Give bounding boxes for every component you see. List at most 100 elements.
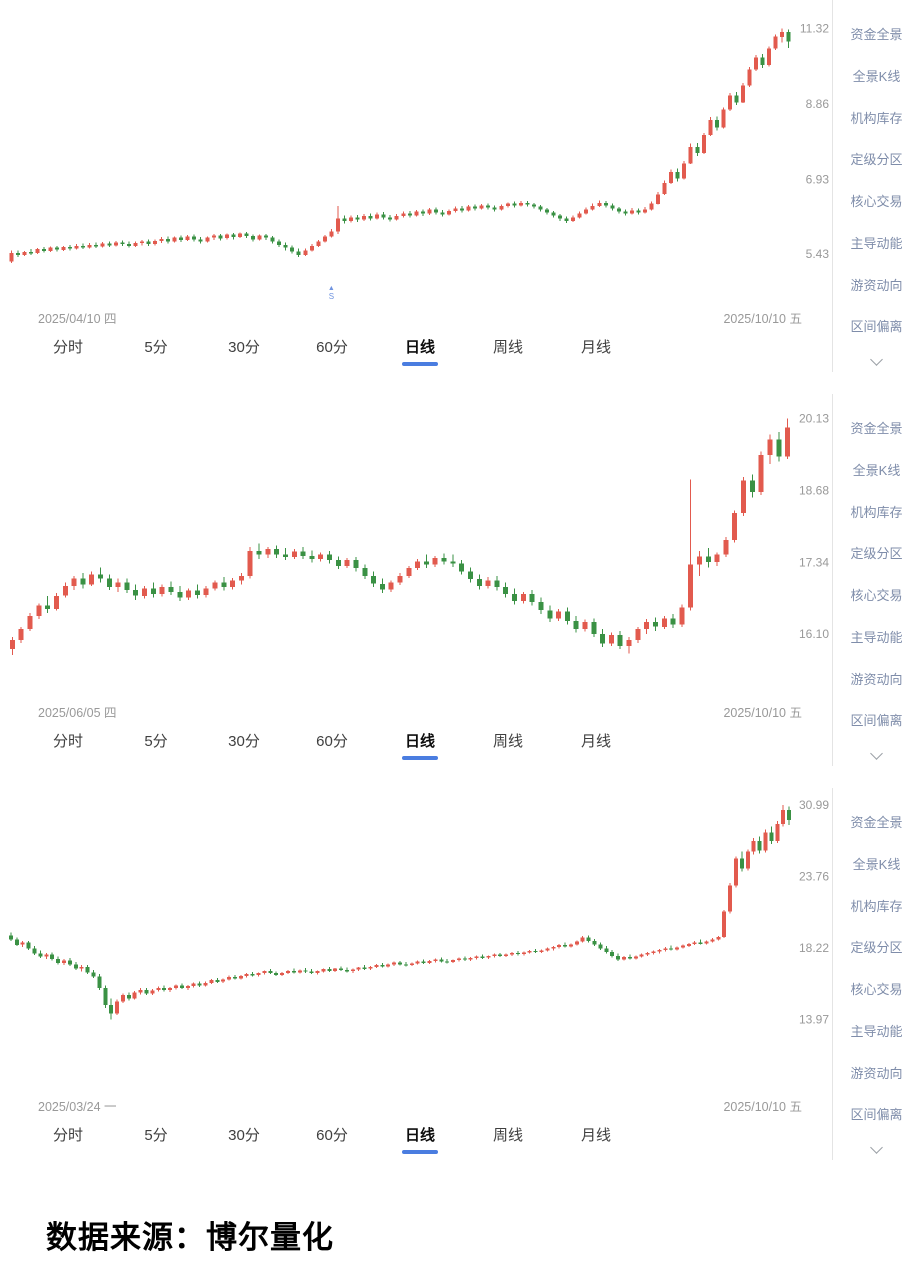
candle-body	[256, 973, 261, 976]
tab-60min[interactable]: 60分	[314, 1124, 350, 1160]
y-axis-tick-label: 13.97	[799, 1013, 829, 1027]
side-menu-item-range-deviation[interactable]: 区间偏离	[850, 713, 903, 729]
chevron-down-icon[interactable]	[870, 353, 883, 366]
candle-body	[529, 594, 535, 603]
candle-body	[327, 969, 332, 971]
candle-body	[277, 241, 282, 245]
chevron-down-icon[interactable]	[870, 1141, 883, 1154]
candle-body	[597, 202, 602, 207]
side-menu-item-hot-money-moves[interactable]: 游资动向	[850, 1065, 903, 1081]
side-menu-item-dominant-momentum[interactable]: 主导动能	[850, 235, 903, 251]
tab-30min[interactable]: 30分	[226, 730, 262, 766]
candle-body	[179, 237, 184, 240]
candle-body	[551, 947, 556, 949]
y-axis-tick-label: 11.32	[800, 22, 829, 36]
tab-60min[interactable]: 60分	[314, 336, 350, 372]
tab-daily[interactable]: 日线	[402, 1124, 438, 1160]
side-menu-item-institution-inventory[interactable]: 机构库存	[850, 110, 903, 126]
tab-weekly[interactable]: 周线	[490, 336, 526, 372]
candlestick-chart[interactable]: 30.99 23.76 18.22 13.97	[0, 788, 832, 1092]
candle-body	[120, 242, 125, 245]
side-menu-item-core-trading[interactable]: 核心交易	[850, 982, 903, 997]
candle-body	[780, 31, 785, 37]
tab-time-sharing[interactable]: 分时	[50, 1124, 86, 1160]
tab-label: 60分	[316, 733, 348, 750]
side-menu-item-hot-money-moves[interactable]: 游资动向	[850, 671, 903, 687]
candle-body	[212, 582, 218, 589]
tab-weekly[interactable]: 周线	[490, 730, 526, 766]
side-menu-item-grade-zones[interactable]: 定级分区	[850, 940, 903, 956]
y-axis-tick-label: 6.93	[806, 172, 830, 186]
side-menu-item-fund-panorama[interactable]: 资金全景	[850, 421, 903, 436]
tab-5min[interactable]: 5分	[138, 336, 174, 372]
candle-body	[441, 558, 447, 562]
candle-body	[616, 208, 621, 212]
candle-body	[20, 942, 25, 945]
candle-body	[62, 586, 68, 596]
side-menu-item-fund-panorama[interactable]: 资金全景	[850, 815, 903, 830]
candlestick-chart[interactable]: 11.32 8.86 6.93 5.43 ▲S	[0, 0, 832, 304]
side-menu-item-panorama-kline[interactable]: 全景K线	[852, 68, 901, 84]
side-menu-item-panorama-kline[interactable]: 全景K线	[852, 462, 901, 478]
candle-body	[643, 209, 647, 213]
tab-30min[interactable]: 30分	[226, 1124, 262, 1160]
tab-daily[interactable]: 日线	[402, 336, 438, 372]
tab-time-sharing[interactable]: 分时	[50, 336, 86, 372]
candle-body	[264, 235, 269, 238]
side-menu-item-grade-zones[interactable]: 定级分区	[850, 152, 903, 168]
tab-label: 日线	[404, 339, 435, 356]
candle-body	[741, 85, 745, 103]
tab-label: 分时	[52, 339, 83, 356]
candle-body	[551, 212, 556, 216]
tab-5min[interactable]: 5分	[138, 1124, 174, 1160]
active-tab-underline	[138, 756, 174, 760]
active-tab-underline	[138, 1150, 174, 1154]
chart-end-date: 2025/10/10 五	[723, 1099, 802, 1114]
tab-monthly[interactable]: 月线	[578, 1124, 614, 1160]
candle-body	[670, 618, 676, 625]
side-menu-item-range-deviation[interactable]: 区间偏离	[850, 319, 903, 335]
side-menu-item-institution-inventory[interactable]: 机构库存	[850, 898, 903, 914]
timeframe-tabs: 分时 5分 30分 60分 日线 周线 月线	[0, 328, 832, 372]
tab-weekly[interactable]: 周线	[490, 1124, 526, 1160]
candle-body	[321, 969, 326, 972]
candle-body	[230, 580, 236, 588]
candle-body	[257, 235, 262, 240]
candle-body	[329, 231, 334, 237]
chevron-down-icon[interactable]	[870, 747, 883, 760]
candle-body	[669, 171, 674, 183]
tab-monthly[interactable]: 月线	[578, 730, 614, 766]
tab-time-sharing[interactable]: 分时	[50, 730, 86, 766]
candle-body	[539, 950, 544, 953]
y-axis-tick-label: 5.43	[806, 247, 830, 261]
panels-container: 11.32 8.86 6.93 5.43 ▲ S 2025/04/10 四 2025/10…	[0, 0, 903, 1160]
candle-body	[392, 962, 397, 965]
side-menu-item-dominant-momentum[interactable]: 主导动能	[850, 1023, 903, 1039]
candle-body	[423, 561, 429, 565]
side-menu-item-core-trading[interactable]: 核心交易	[850, 588, 903, 603]
candle-body	[291, 551, 297, 557]
candlestick-chart[interactable]: 20.13 18.68 17.34 16.10	[0, 394, 832, 698]
candle-body	[344, 970, 349, 972]
side-menu-item-core-trading[interactable]: 核心交易	[850, 194, 903, 209]
tab-monthly[interactable]: 月线	[578, 336, 614, 372]
candle-body	[265, 549, 271, 555]
candle-body	[701, 135, 706, 153]
side-menu-item-hot-money-moves[interactable]: 游资动向	[850, 277, 903, 293]
tab-30min[interactable]: 30分	[226, 336, 262, 372]
side-menu-item-fund-panorama[interactable]: 资金全景	[850, 27, 903, 42]
side-menu-item-range-deviation[interactable]: 区间偏离	[850, 1107, 903, 1123]
side-menu-item-panorama-kline[interactable]: 全景K线	[852, 856, 901, 872]
side-menu-item-institution-inventory[interactable]: 机构库存	[850, 504, 903, 520]
candle-body	[286, 970, 290, 973]
candle-body	[486, 205, 491, 208]
tab-daily[interactable]: 日线	[402, 730, 438, 766]
side-menu-item-dominant-momentum[interactable]: 主导动能	[850, 629, 903, 645]
side-menu-item-grade-zones[interactable]: 定级分区	[850, 546, 903, 562]
candle-body	[224, 234, 229, 239]
candle-body	[636, 210, 641, 213]
candle-body	[723, 539, 729, 555]
tab-5min[interactable]: 5分	[138, 730, 174, 766]
candle-body	[714, 554, 720, 562]
tab-60min[interactable]: 60分	[314, 730, 350, 766]
